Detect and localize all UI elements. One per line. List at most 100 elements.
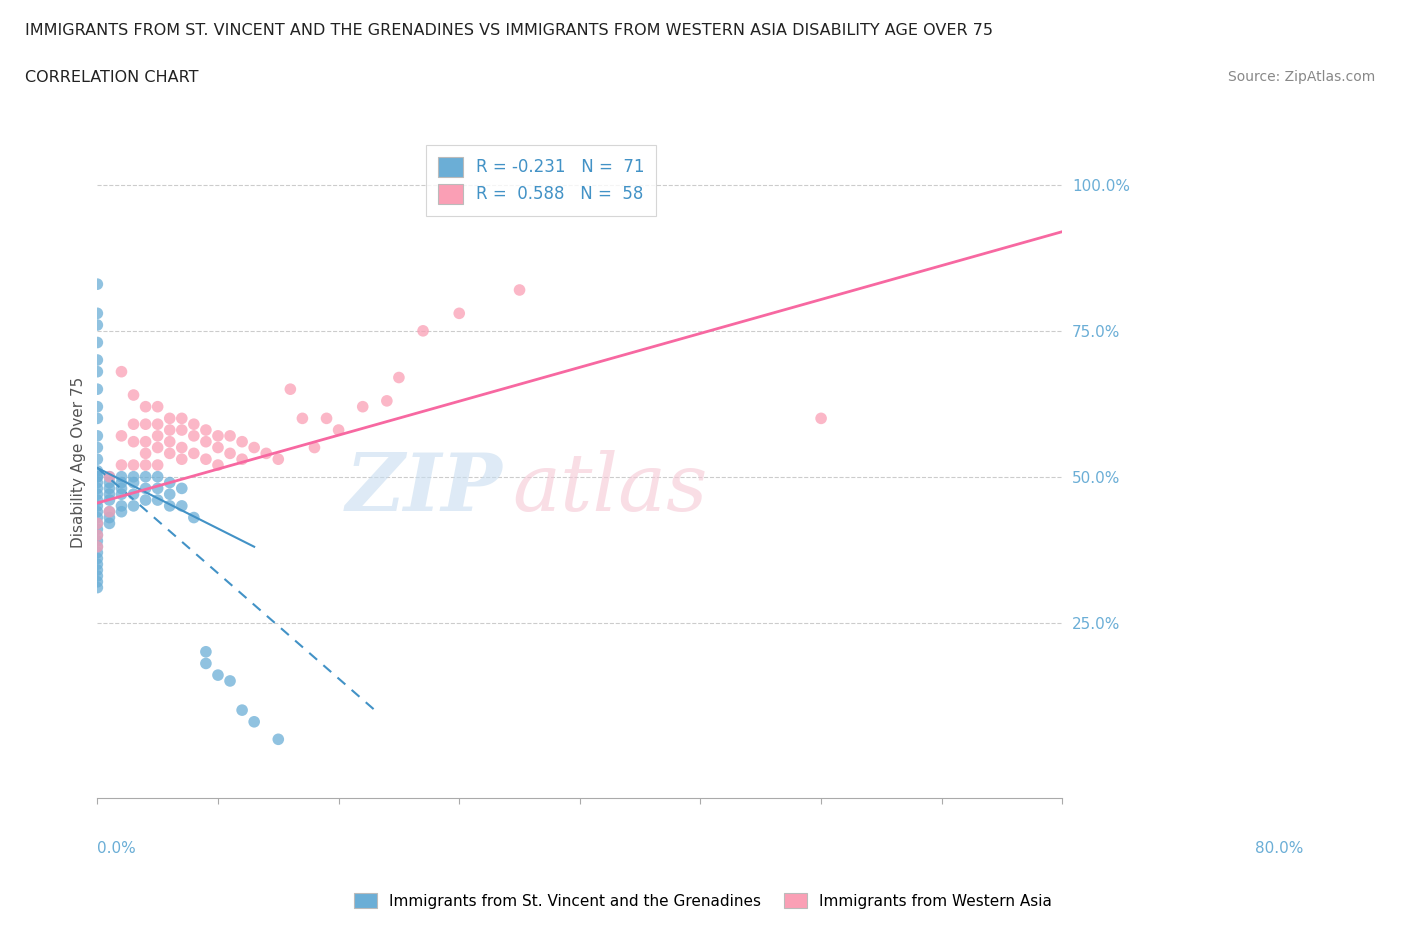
Point	[315, 411, 337, 426]
Point	[159, 422, 181, 437]
Point	[304, 440, 326, 455]
Point	[122, 434, 145, 449]
Point	[86, 429, 108, 444]
Point	[86, 481, 108, 496]
Point	[86, 317, 108, 332]
Point	[122, 388, 145, 403]
Point	[86, 527, 108, 542]
Point	[328, 422, 350, 437]
Text: 0.0%: 0.0%	[97, 842, 136, 857]
Point	[146, 493, 169, 508]
Point	[86, 440, 108, 455]
Point	[98, 486, 121, 501]
Point	[135, 417, 157, 432]
Point	[135, 470, 157, 485]
Point	[352, 399, 374, 414]
Point	[170, 422, 193, 437]
Point	[194, 434, 217, 449]
Point	[122, 475, 145, 490]
Point	[86, 470, 108, 485]
Point	[388, 370, 411, 385]
Point	[110, 504, 132, 519]
Point	[207, 440, 229, 455]
Point	[159, 486, 181, 501]
Point	[170, 481, 193, 496]
Point	[254, 445, 277, 460]
Point	[194, 422, 217, 437]
Point	[146, 399, 169, 414]
Legend: R = -0.231   N =  71, R =  0.588   N =  58: R = -0.231 N = 71, R = 0.588 N = 58	[426, 145, 657, 216]
Point	[207, 458, 229, 472]
Text: atlas: atlas	[512, 450, 707, 527]
Point	[98, 475, 121, 490]
Point	[86, 335, 108, 350]
Point	[412, 324, 434, 339]
Point	[135, 399, 157, 414]
Point	[183, 445, 205, 460]
Point	[135, 458, 157, 472]
Point	[159, 434, 181, 449]
Point	[183, 429, 205, 444]
Point	[375, 393, 398, 408]
Point	[86, 516, 108, 531]
Point	[86, 399, 108, 414]
Point	[194, 644, 217, 659]
Point	[86, 493, 108, 508]
Point	[194, 656, 217, 671]
Point	[146, 458, 169, 472]
Point	[86, 534, 108, 549]
Point	[170, 498, 193, 513]
Point	[159, 411, 181, 426]
Legend: Immigrants from St. Vincent and the Grenadines, Immigrants from Western Asia: Immigrants from St. Vincent and the Gren…	[347, 886, 1059, 915]
Point	[110, 365, 132, 379]
Point	[86, 511, 108, 525]
Point	[86, 381, 108, 396]
Point	[110, 429, 132, 444]
Point	[86, 551, 108, 565]
Point	[86, 504, 108, 519]
Text: 80.0%: 80.0%	[1256, 842, 1303, 857]
Point	[110, 486, 132, 501]
Point	[243, 440, 266, 455]
Point	[194, 452, 217, 467]
Point	[86, 411, 108, 426]
Point	[170, 452, 193, 467]
Point	[159, 445, 181, 460]
Point	[86, 545, 108, 560]
Point	[98, 470, 121, 485]
Point	[86, 365, 108, 379]
Point	[122, 458, 145, 472]
Point	[146, 470, 169, 485]
Point	[110, 458, 132, 472]
Point	[146, 481, 169, 496]
Point	[231, 703, 253, 718]
Point	[86, 522, 108, 537]
Text: IMMIGRANTS FROM ST. VINCENT AND THE GRENADINES VS IMMIGRANTS FROM WESTERN ASIA D: IMMIGRANTS FROM ST. VINCENT AND THE GREN…	[25, 23, 993, 38]
Point	[122, 498, 145, 513]
Point	[146, 440, 169, 455]
Text: ZIP: ZIP	[346, 450, 503, 527]
Point	[183, 417, 205, 432]
Y-axis label: Disability Age Over 75: Disability Age Over 75	[72, 377, 86, 548]
Point	[110, 481, 132, 496]
Point	[86, 352, 108, 367]
Point	[267, 732, 290, 747]
Point	[231, 434, 253, 449]
Point	[170, 440, 193, 455]
Point	[98, 470, 121, 485]
Point	[207, 429, 229, 444]
Point	[86, 580, 108, 595]
Point	[98, 493, 121, 508]
Point	[86, 470, 108, 485]
Point	[86, 475, 108, 490]
Point	[98, 504, 121, 519]
Point	[110, 470, 132, 485]
Point	[183, 511, 205, 525]
Point	[146, 417, 169, 432]
Point	[86, 486, 108, 501]
Point	[86, 539, 108, 554]
Point	[231, 452, 253, 467]
Point	[135, 445, 157, 460]
Point	[98, 511, 121, 525]
Point	[207, 668, 229, 683]
